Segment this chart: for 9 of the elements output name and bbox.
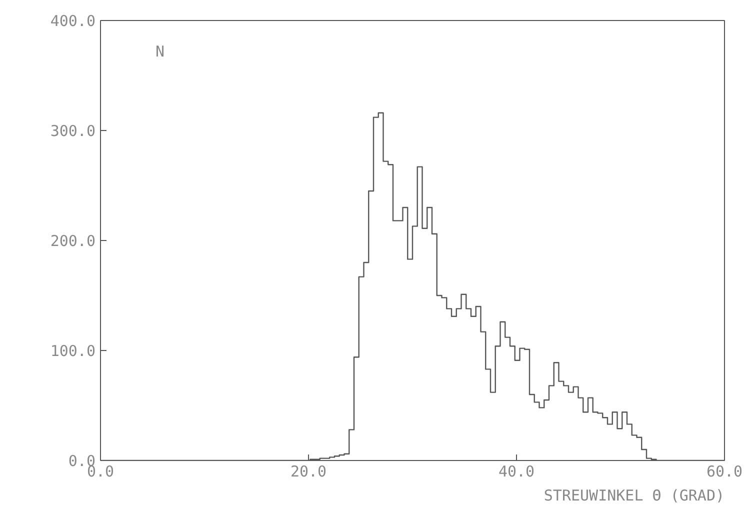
y-tick-label: 300.0 <box>50 122 96 140</box>
y-tick-label: 200.0 <box>50 232 96 250</box>
x-tick-label: 40.0 <box>498 462 535 480</box>
y-tick-label: 100.0 <box>50 342 96 360</box>
x-tick-label: 60.0 <box>706 462 743 480</box>
x-axis-title: STREUWINKEL Θ (GRAD) <box>544 486 725 504</box>
y-axis-title: N <box>156 42 165 60</box>
x-tick-label: 20.0 <box>290 462 327 480</box>
y-tick-label: 400.0 <box>50 12 96 30</box>
